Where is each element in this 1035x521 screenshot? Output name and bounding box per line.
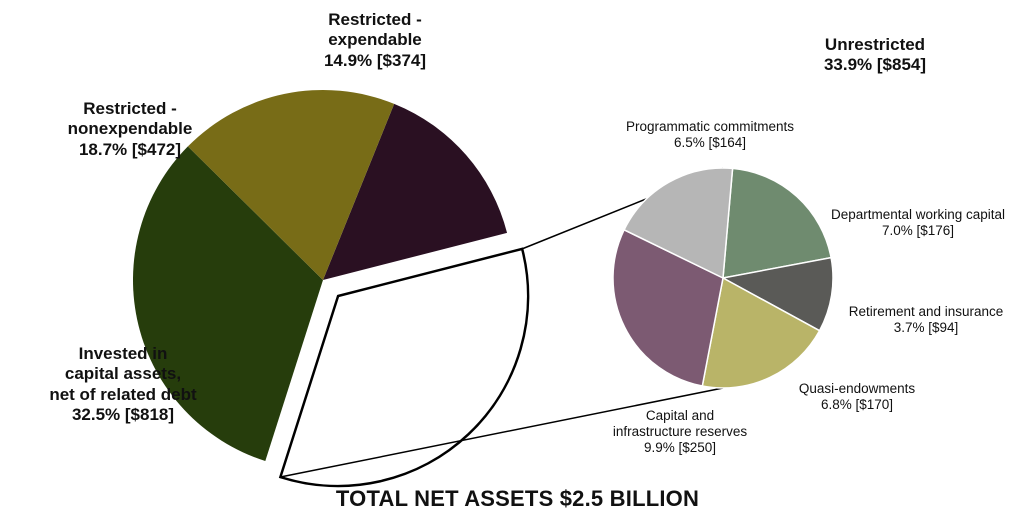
main-pie <box>132 90 530 488</box>
breakdown-slice-capital-and-infrastructure-reserves <box>612 228 724 387</box>
pie-slice-invested-in-capital-assets-net-of-related-debt <box>132 146 323 462</box>
breakdown-slice-retirement-and-insurance <box>720 256 834 332</box>
breakdown-slice-departmental-working-capital <box>722 167 832 279</box>
label-departmental-working-capital: Departmental working capital 7.0% [$176] <box>830 207 1006 239</box>
label-restricted-nonexpendable: Restricted - nonexpendable 18.7% [$472] <box>67 99 193 159</box>
label-unrestricted: Unrestricted 33.9% [$854] <box>823 35 927 75</box>
pie-slice-restricted-nonexpendable <box>187 90 395 280</box>
label-invested-capital-assets: Invested in capital assets, net of relat… <box>49 344 197 425</box>
pie-slice-unrestricted <box>278 247 530 488</box>
breakdown-slice-programmatic-commitments <box>623 167 734 280</box>
breakdown-pie <box>612 167 834 389</box>
connector-line-bottom <box>280 387 724 478</box>
breakdown-slice-quasi-endowments <box>701 276 821 389</box>
label-quasi-endowments: Quasi-endowments 6.8% [$170] <box>798 381 916 413</box>
label-retirement-and-insurance: Retirement and insurance 3.7% [$94] <box>848 304 1004 336</box>
chart-title: TOTAL NET ASSETS $2.5 BILLION <box>335 486 700 511</box>
pie-slice-restricted-expendable <box>323 103 508 280</box>
label-capital-infrastructure-reserves: Capital and infrastructure reserves 9.9%… <box>612 408 748 456</box>
label-restricted-expendable: Restricted - expendable 14.9% [$374] <box>323 10 427 70</box>
label-programmatic-commitments: Programmatic commitments 6.5% [$164] <box>625 119 795 151</box>
